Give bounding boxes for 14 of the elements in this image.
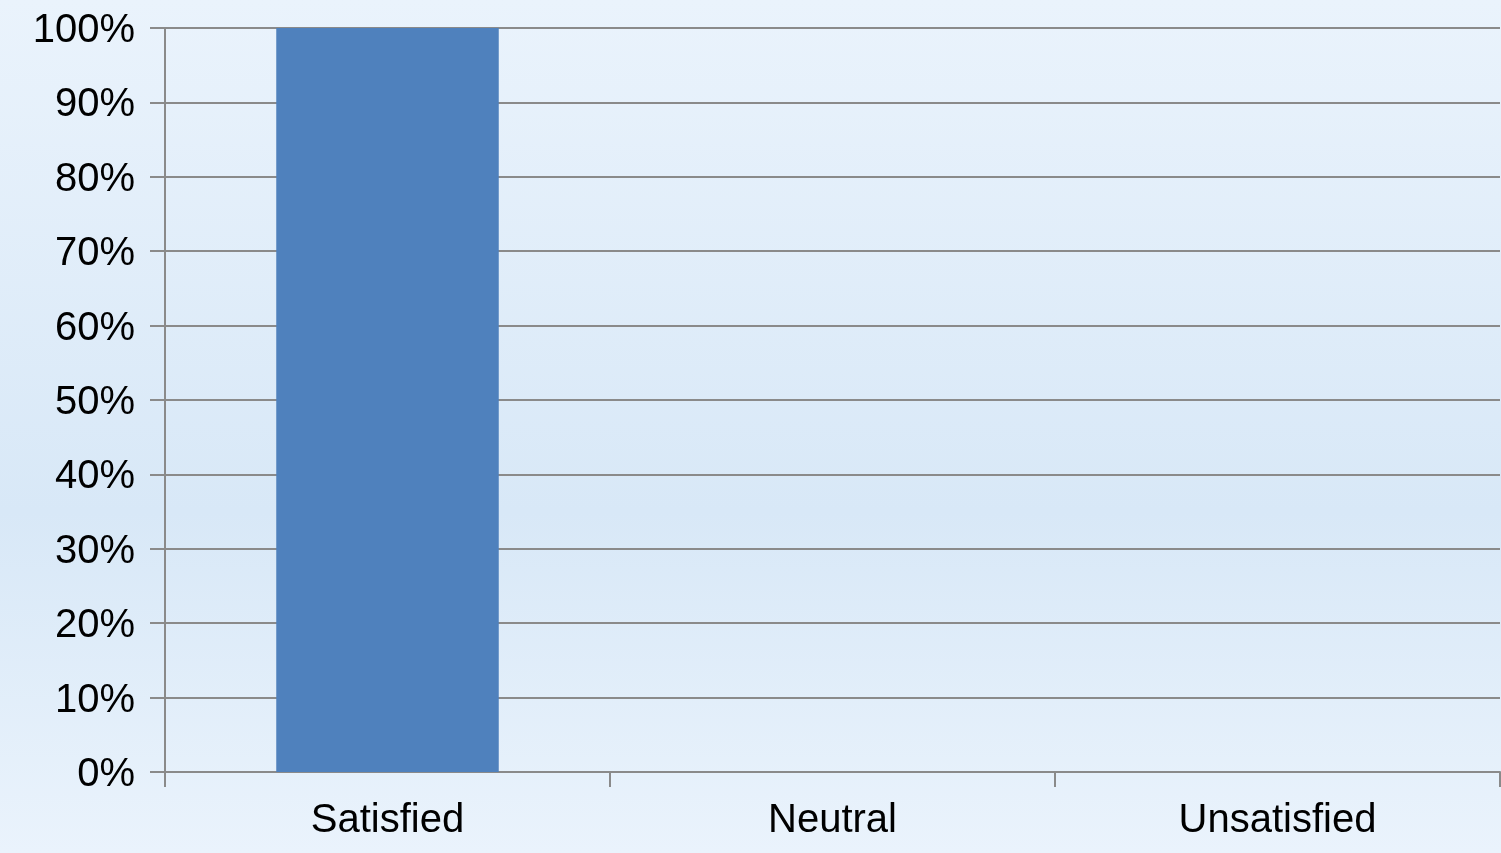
- x-tick-label: Satisfied: [310, 796, 465, 840]
- x-tick-label: Unsatisfied: [1178, 796, 1377, 840]
- y-tick-label: 10%: [54, 675, 135, 720]
- y-tick-label: 0%: [77, 750, 135, 794]
- y-tick-label: 50%: [54, 378, 135, 422]
- y-tick-label: 20%: [54, 601, 135, 646]
- y-tick-label: 100%: [32, 6, 135, 50]
- y-tick-label: 80%: [54, 154, 135, 199]
- x-tick-label: Neutral: [768, 796, 897, 840]
- y-tick-label: 60%: [54, 303, 135, 348]
- y-tick-label: 30%: [54, 526, 135, 571]
- y-tick-label: 70%: [54, 229, 135, 274]
- y-tick-label: 90%: [54, 80, 135, 125]
- y-tick-label: 40%: [54, 452, 135, 497]
